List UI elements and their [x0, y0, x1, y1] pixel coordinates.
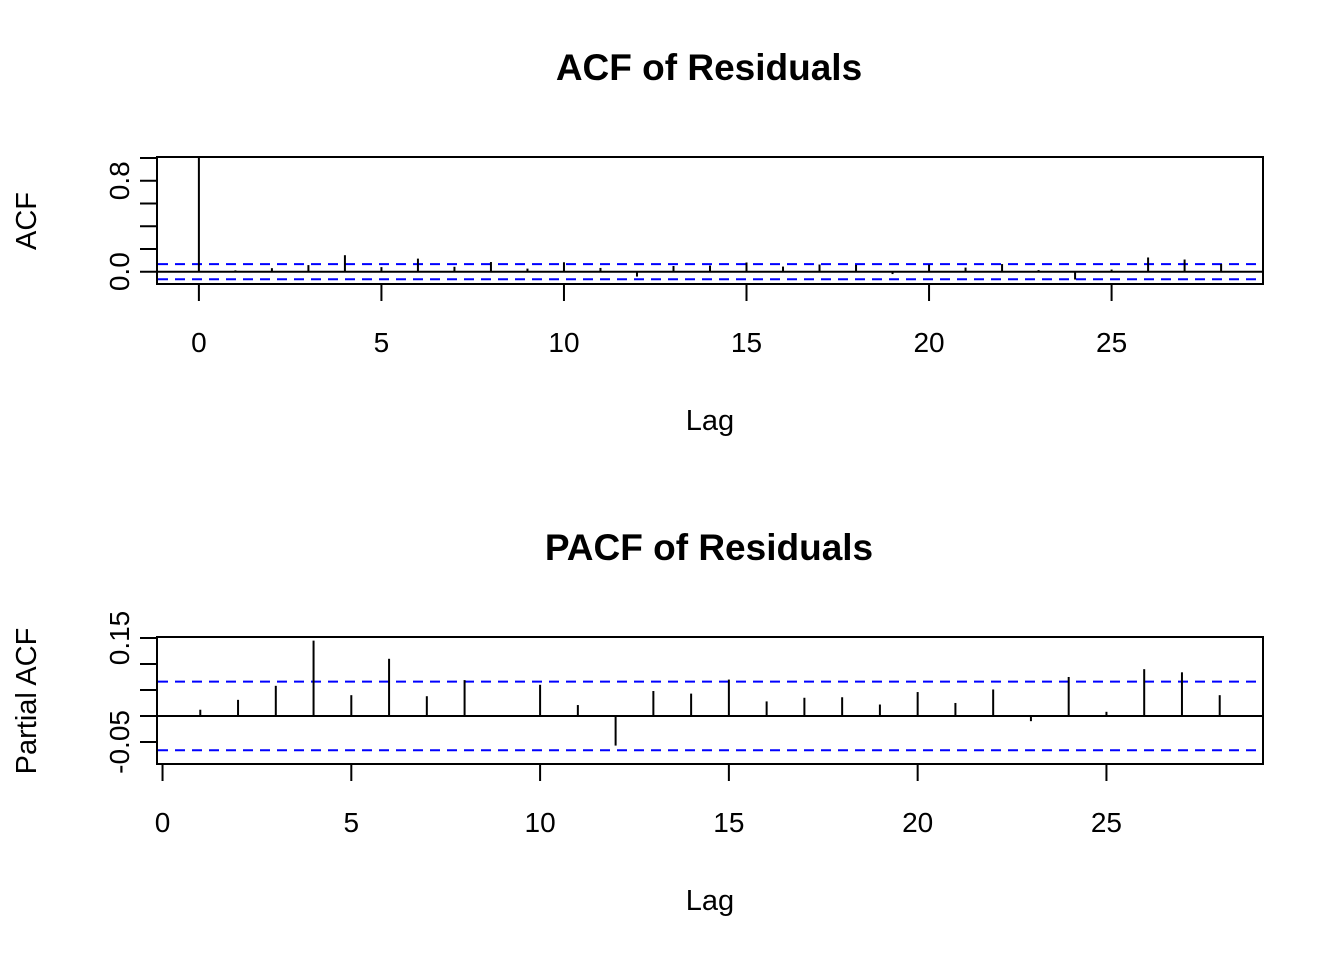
- pacf-plot-frame: [156, 636, 1264, 765]
- acf-axes: 0 5 10 15 20 25 0.0 0.8: [104, 157, 1262, 358]
- acf-x-tick-label: 0: [191, 327, 207, 358]
- pacf-x-tick-label: 0: [155, 807, 171, 838]
- acf-x-tick-label: 15: [731, 327, 762, 358]
- acf-y-tick-label: 0.0: [104, 252, 135, 291]
- pacf-x-tick-label: 20: [902, 807, 933, 838]
- pacf-x-tick-label: 10: [525, 807, 556, 838]
- acf-x-tick-label: 5: [374, 327, 390, 358]
- acf-title: ACF of Residuals: [556, 47, 862, 88]
- pacf-axes: 0 5 10 15 20 25 -0.05 0.15: [104, 611, 1262, 838]
- acf-x-axis-label: Lag: [686, 405, 734, 437]
- acf-y-tick-label: 0.8: [104, 161, 135, 200]
- pacf-y-tick-label: 0.15: [104, 611, 135, 666]
- pacf-bars: [199, 640, 1221, 746]
- acf-x-tick-label: 10: [548, 327, 579, 358]
- acf-x-tick-label: 25: [1096, 327, 1127, 358]
- pacf-x-tick-label: 25: [1091, 807, 1122, 838]
- pacf-title: PACF of Residuals: [545, 527, 873, 568]
- pacf-y-axis-label: Partial ACF: [11, 628, 43, 775]
- acf-bars: [197, 158, 1223, 280]
- pacf-x-axis-label: Lag: [686, 885, 734, 917]
- pacf-panel: PACF of Residuals 0 5 10 15 20 25 -0.05 0.15 La…: [11, 527, 1264, 917]
- pacf-x-tick-label: 15: [713, 807, 744, 838]
- pacf-x-tick-label: 5: [344, 807, 360, 838]
- acf-x-tick-label: 20: [913, 327, 944, 358]
- pacf-y-tick-label: -0.05: [104, 710, 135, 774]
- acf-y-axis-label: ACF: [11, 192, 43, 250]
- acf-panel: ACF of Residuals 0 5 10 15 20 25 0.0 0.8 Lag AC…: [11, 47, 1264, 437]
